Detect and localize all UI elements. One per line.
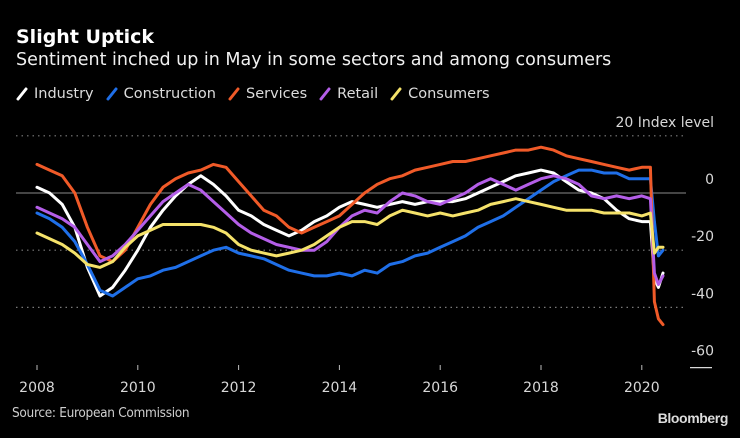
legend-swatch-consumers xyxy=(390,87,402,101)
legend-item-construction: Construction xyxy=(106,86,216,102)
legend: Industry Construction Services Retail Co… xyxy=(16,86,502,102)
legend-label-industry: Industry xyxy=(34,86,94,102)
legend-label-construction: Construction xyxy=(123,86,216,102)
y-tick-label: 0 xyxy=(705,172,714,188)
x-tick-label: 2018 xyxy=(523,380,559,396)
x-tick-label: 2008 xyxy=(19,380,55,396)
chart-subtitle: Sentiment inched up in May in some secto… xyxy=(16,50,612,70)
y-tick-label: 20 Index level xyxy=(615,115,714,131)
x-tick-label: 2020 xyxy=(624,380,660,396)
series-line-retail xyxy=(35,174,665,286)
series-line-construction xyxy=(35,168,665,298)
legend-item-consumers: Consumers xyxy=(390,86,490,102)
y-tick-label: -40 xyxy=(691,286,714,302)
legend-label-services: Services xyxy=(245,86,308,102)
legend-item-retail: Retail xyxy=(319,86,378,102)
x-axis-labels: 2008 2010 2012 2014 2016 2018 2020 xyxy=(19,365,660,396)
y-axis-labels: 20 Index level 0 -20 -40 -60 xyxy=(615,115,714,360)
x-tick-label: 2010 xyxy=(120,380,156,396)
series-line-services xyxy=(35,145,665,327)
bloomberg-logo: Bloomberg xyxy=(657,410,729,426)
series-lines xyxy=(35,145,665,327)
legend-swatch-retail xyxy=(319,87,331,101)
legend-swatch-construction xyxy=(106,87,118,101)
x-tick-label: 2014 xyxy=(322,380,358,396)
x-tick-label: 2012 xyxy=(221,380,257,396)
gridlines xyxy=(16,135,712,369)
legend-item-services: Services xyxy=(228,86,307,102)
chart-title: Slight Uptick xyxy=(16,26,155,48)
legend-item-industry: Industry xyxy=(16,86,94,102)
series-line-consumers xyxy=(35,197,665,269)
x-tick-label: 2016 xyxy=(422,380,458,396)
legend-swatch-services xyxy=(228,87,240,101)
source-note: Source: European Commission xyxy=(12,405,190,421)
y-tick-label: -60 xyxy=(691,344,714,360)
legend-label-consumers: Consumers xyxy=(408,86,490,102)
y-tick-label: -20 xyxy=(691,229,714,245)
series-line-industry xyxy=(35,168,665,298)
legend-label-retail: Retail xyxy=(337,86,379,102)
legend-swatch-industry xyxy=(16,87,28,101)
